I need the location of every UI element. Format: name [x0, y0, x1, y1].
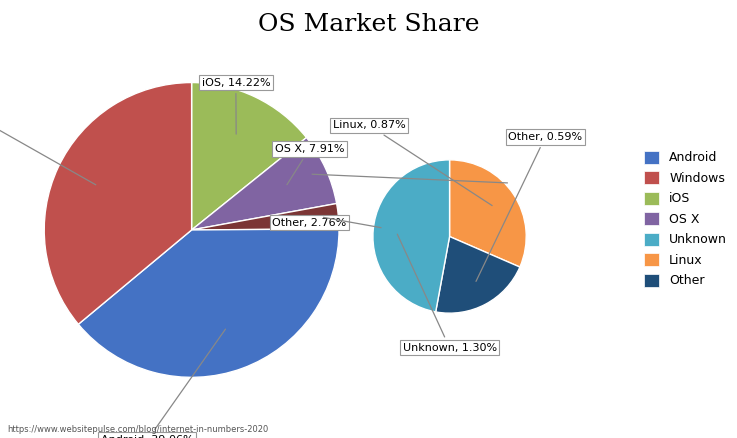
Wedge shape — [450, 160, 526, 267]
Text: Other, 0.59%: Other, 0.59% — [476, 132, 582, 281]
Text: iOS, 14.22%: iOS, 14.22% — [201, 78, 270, 134]
Wedge shape — [78, 229, 339, 378]
Text: Unknown, 1.30%: Unknown, 1.30% — [397, 234, 497, 353]
Text: OS X, 7.91%: OS X, 7.91% — [275, 144, 344, 185]
Wedge shape — [192, 82, 307, 230]
Text: Android, 39.06%: Android, 39.06% — [101, 329, 226, 438]
Text: Other, 2.76%: Other, 2.76% — [273, 218, 346, 228]
Wedge shape — [44, 82, 192, 324]
Wedge shape — [373, 160, 450, 312]
Wedge shape — [436, 237, 520, 313]
Wedge shape — [192, 138, 337, 230]
Legend: Android, Windows, iOS, OS X, Unknown, Linux, Other: Android, Windows, iOS, OS X, Unknown, Li… — [644, 151, 727, 287]
Text: Linux, 0.87%: Linux, 0.87% — [332, 120, 492, 205]
Text: https://www.websitepulse.com/blog/internet-in-numbers-2020: https://www.websitepulse.com/blog/intern… — [7, 424, 268, 434]
Text: OS Market Share: OS Market Share — [258, 13, 479, 36]
Text: Windows, 36.05%: Windows, 36.05% — [0, 78, 96, 185]
Wedge shape — [192, 204, 339, 230]
